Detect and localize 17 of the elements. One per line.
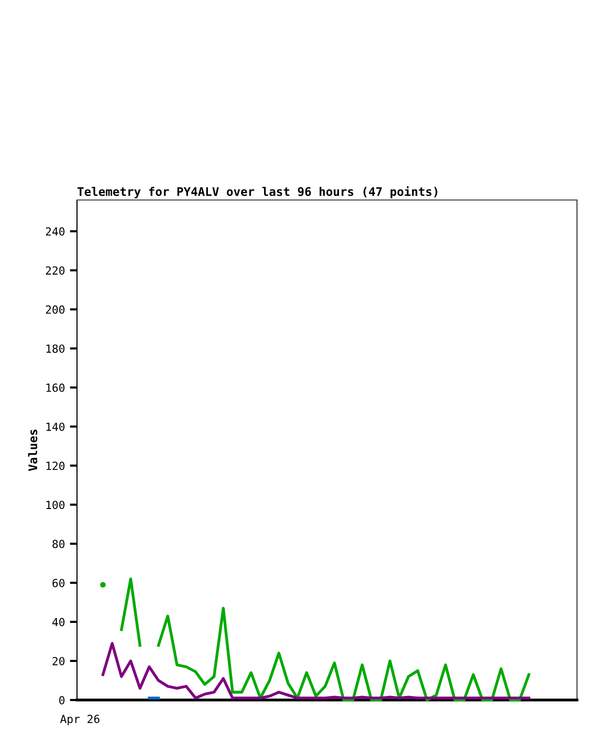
y-tick-label: 180 <box>46 344 64 353</box>
line-series <box>102 642 530 700</box>
y-axis-title: Values <box>28 430 38 471</box>
y-tick-label: 60 <box>52 578 64 588</box>
text: Apr 26 <box>60 714 100 726</box>
y-tick-label: 140 <box>46 422 64 431</box>
y-tick-label: 80 <box>52 540 64 548</box>
y-tick-label: 240 <box>46 227 64 236</box>
y-tick-label: 200 <box>46 305 64 314</box>
y-tick-label: 120 <box>46 462 64 470</box>
y-tick-label: 40 <box>52 618 64 626</box>
y-tick-label: 0 <box>59 696 64 704</box>
y-tick-label: 220 <box>46 266 64 275</box>
y-tick-label: 20 <box>52 656 64 666</box>
y-tick-label: 100 <box>46 500 64 510</box>
y-tick-label: 160 <box>46 384 64 392</box>
chart-title: Telemetry for PY4ALV over last 96 hours (47 points) <box>78 186 438 198</box>
